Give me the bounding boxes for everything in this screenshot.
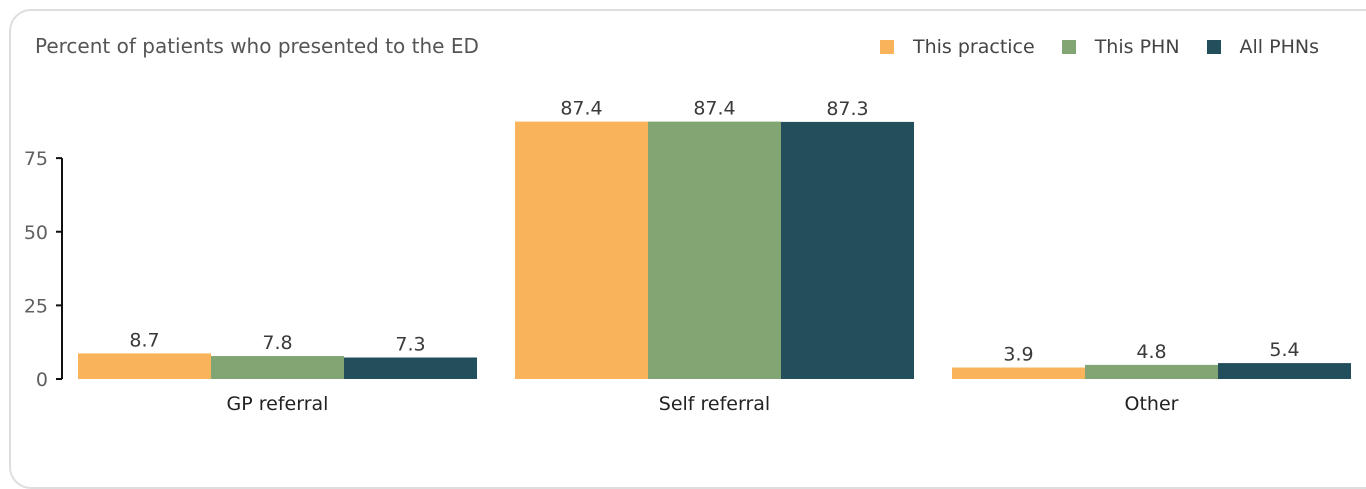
data-labels: 8.7 7.8 7.3 87.4 87.4 87.3 3.9 4.8 5.4 [129, 98, 1299, 366]
legend-item-this-practice: This practice [880, 36, 1035, 58]
data-label-other-this-phn: 4.8 [1136, 341, 1166, 363]
bar-gp-referral-this-practice [78, 353, 211, 379]
bar-chart: 0 25 50 75 8.7 7.8 7.3 87.4 87.4 87.3 3.9 4.8 5.4 G… [24, 98, 1351, 415]
legend-item-all-phns: All PHNs [1206, 36, 1319, 58]
bar-other-this-phn [1085, 364, 1218, 379]
bar-self-referral-this-phn [648, 121, 781, 380]
bar-gp-referral-all-phns [344, 357, 477, 379]
bar-self-referral-all-phns [781, 121, 914, 380]
legend: This practice This PHN All PHNs [880, 34, 1346, 60]
legend-swatch-this-phn [1061, 40, 1076, 54]
data-label-other-all-phns: 5.4 [1269, 339, 1299, 361]
y-tick-label: 0 [36, 369, 48, 391]
y-tick-label: 50 [24, 222, 48, 244]
legend-swatch-all-phns [1206, 40, 1221, 54]
legend-swatch-this-practice [880, 40, 894, 54]
data-label-self-referral-this-practice: 87.4 [560, 98, 602, 120]
category-label-self-referral: Self referral [659, 393, 770, 415]
bars [78, 121, 1351, 380]
bar-other-this-practice [952, 367, 1085, 379]
category-label-gp-referral: GP referral [227, 393, 329, 415]
legend-label-this-phn: This PHN [1094, 36, 1180, 58]
data-label-self-referral-all-phns: 87.3 [826, 98, 868, 120]
bar-other-all-phns [1218, 363, 1351, 379]
category-labels: GP referral Self referral Other [227, 393, 1179, 415]
y-tick-label: 75 [24, 148, 48, 170]
data-label-gp-referral-this-practice: 8.7 [129, 329, 159, 351]
y-axis: 0 25 50 75 [24, 148, 63, 391]
data-label-other-this-practice: 3.9 [1003, 344, 1033, 366]
legend-label-all-phns: All PHNs [1239, 36, 1319, 58]
legend-label-this-practice: This practice [913, 36, 1035, 58]
bar-gp-referral-this-phn [211, 356, 344, 379]
y-tick-label: 25 [24, 295, 48, 317]
data-label-self-referral-this-phn: 87.4 [693, 98, 735, 120]
chart-title: Percent of patients who presented to the… [35, 34, 479, 58]
legend-item-this-phn: This PHN [1061, 36, 1180, 58]
category-label-other: Other [1125, 393, 1179, 415]
bar-self-referral-this-practice [515, 121, 648, 380]
data-label-gp-referral-this-phn: 7.8 [262, 332, 292, 354]
data-label-gp-referral-all-phns: 7.3 [395, 334, 425, 356]
